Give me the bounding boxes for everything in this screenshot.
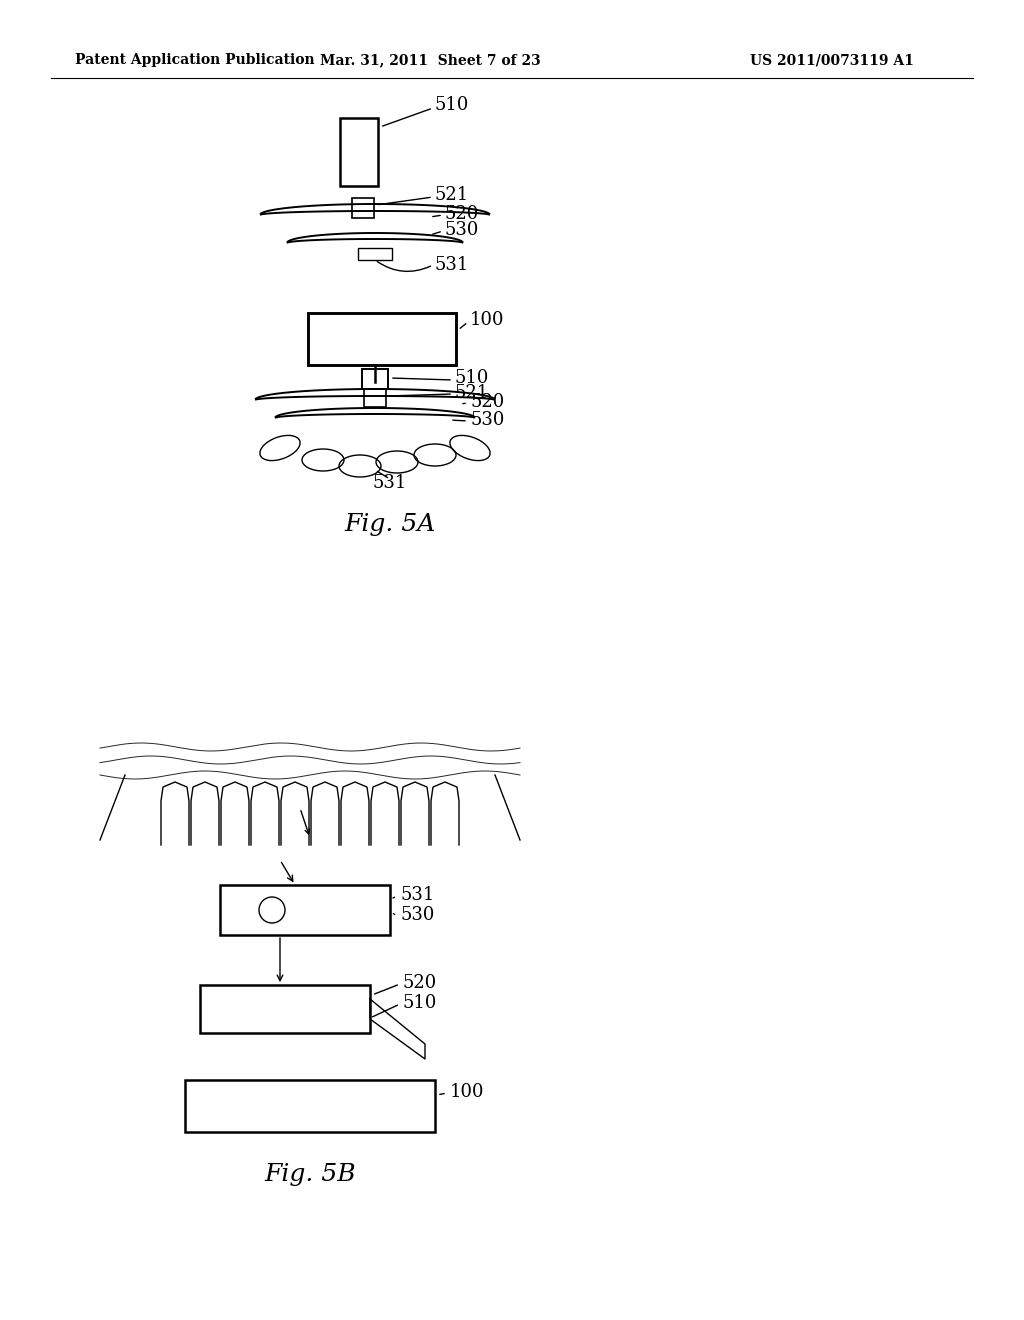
Bar (308, 313, 456, 366)
Bar (362, 370, 388, 389)
Bar (340, 117, 378, 186)
Text: 520: 520 (445, 205, 479, 223)
Text: 510: 510 (403, 994, 437, 1012)
Text: 531: 531 (373, 474, 408, 492)
Text: 530: 530 (400, 906, 434, 924)
Text: 100: 100 (450, 1082, 484, 1101)
Text: 520: 520 (403, 974, 437, 993)
Bar (358, 248, 392, 260)
Bar (185, 1080, 435, 1133)
Text: Patent Application Publication: Patent Application Publication (75, 53, 314, 67)
Bar (364, 389, 386, 407)
Text: 520: 520 (470, 393, 504, 411)
Bar (352, 198, 374, 218)
Text: Mar. 31, 2011  Sheet 7 of 23: Mar. 31, 2011 Sheet 7 of 23 (319, 53, 541, 67)
Text: 521: 521 (455, 384, 489, 403)
Text: 510: 510 (455, 370, 489, 387)
Text: Fig. 5A: Fig. 5A (344, 513, 435, 536)
Text: 100: 100 (470, 312, 505, 329)
Text: 531: 531 (400, 886, 434, 904)
Bar (200, 985, 370, 1034)
Text: US 2011/0073119 A1: US 2011/0073119 A1 (750, 53, 913, 67)
Text: 531: 531 (435, 256, 469, 275)
Text: 530: 530 (445, 220, 479, 239)
Bar (220, 884, 390, 935)
Text: Fig. 5B: Fig. 5B (264, 1163, 355, 1187)
Text: 510: 510 (435, 96, 469, 114)
Text: 530: 530 (470, 411, 505, 429)
Text: 521: 521 (435, 186, 469, 205)
